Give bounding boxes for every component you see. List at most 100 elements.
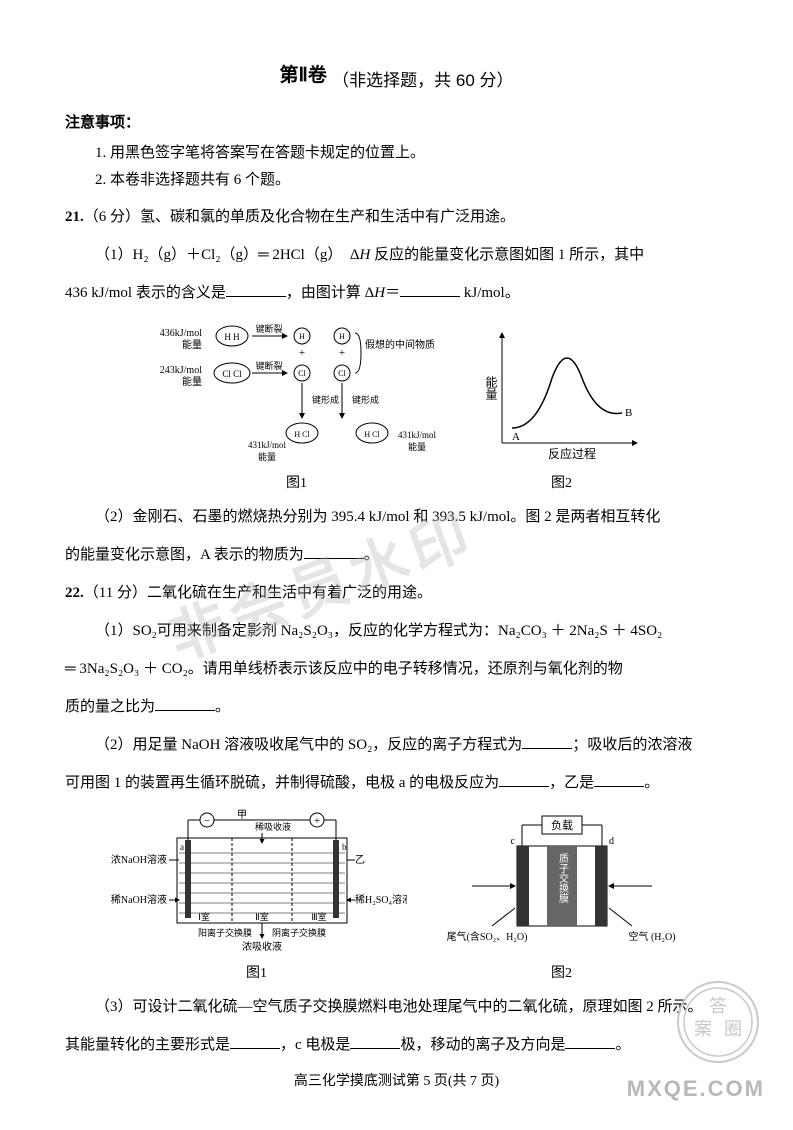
energy-curve: 能量 反应过程 A B xyxy=(477,318,647,468)
q22-p2c: 可用图 1 的装置再生循环脱硫，并制得硫酸，电极 a 的电极反应为，乙是。 xyxy=(65,768,728,798)
svg-text:Ⅱ室: Ⅱ室 xyxy=(255,911,268,922)
q22-p1b: ═ 3Na₂S₂O₃ ＋ CO₂。请用单线桥表示该反应中的电子转移情况，还原剂与… xyxy=(65,654,728,684)
q22-p3: （3）可设计二氧化硫—空气质子交换膜燃料电池处理尾气中的二氧化硫，原理如图 2 … xyxy=(65,992,728,1022)
svg-text:质子交换膜: 质子交换膜 xyxy=(556,853,568,904)
q21-intro: （6 分）氢、碳和氯的单质及化合物在生产和生活中有广泛用途。 xyxy=(84,209,515,225)
q22-fig1: a b − + 甲 稀吸收液 浓NaOH溶液 稀NaOH溶液 乙 xyxy=(107,808,407,982)
q22-p1c: 质的量之比为。 xyxy=(65,692,728,722)
delta-h: H xyxy=(360,247,371,263)
svg-text:436kJ/mol: 436kJ/mol xyxy=(159,328,201,339)
q21-p1: （1）H₂（g）＋Cl₂（g）═ 2HCl（g） ΔH 反应的能量变化示意图如图… xyxy=(65,240,728,270)
svg-text:阴离子交换膜: 阴离子交换膜 xyxy=(271,927,325,938)
svg-text:案: 案 xyxy=(694,1019,712,1039)
q21-fig2: 能量 反应过程 A B 图2 xyxy=(477,318,647,492)
q22-p2a: （2）用足量 NaOH 溶液吸收尾气中的 SO₂，反应的离子方程式为 xyxy=(95,737,522,753)
svg-text:浓NaOH溶液: 浓NaOH溶液 xyxy=(110,853,166,866)
svg-text:能量: 能量 xyxy=(484,375,498,399)
q22-p3e: 。 xyxy=(615,1037,630,1053)
q22-p2c-text: 可用图 1 的装置再生循环脱硫，并制得硫酸，电极 a 的电极反应为 xyxy=(65,775,499,791)
svg-text:Cl: Cl xyxy=(298,369,306,378)
svg-text:键形成: 键形成 xyxy=(352,394,379,405)
svg-text:H Cl: H Cl xyxy=(364,430,380,439)
section-title: 第Ⅱ卷 （非选择题，共 60 分） xyxy=(65,60,728,91)
q22-p2: （2）用足量 NaOH 溶液吸收尾气中的 SO₂，反应的离子方程式为；吸收后的浓… xyxy=(65,730,728,760)
blank xyxy=(400,282,460,297)
q22-p3b-text: 其能量转化的主要形式是 xyxy=(65,1037,230,1053)
q21-p1f: kJ/mol。 xyxy=(460,285,520,301)
q21-p1b: 反应的能量变化示意图如图 1 所示，其中 xyxy=(370,247,644,263)
blank xyxy=(499,772,549,787)
q21-p1a: （1）H₂（g）＋Cl₂（g）═ 2HCl（g） Δ xyxy=(95,247,360,263)
blank xyxy=(565,1034,615,1049)
svg-text:阳离子交换膜: 阳离子交换膜 xyxy=(197,927,251,938)
svg-text:能量: 能量 xyxy=(182,338,202,351)
q22-p3b: 其能量转化的主要形式是，c 电极是极，移动的离子及方向是。 xyxy=(65,1030,728,1060)
notice-item-1: 1. 用黑色签字笔将答案写在答题卡规定的位置上。 xyxy=(65,140,728,167)
q21-p1e: ＝ xyxy=(385,285,400,301)
svg-text:+: + xyxy=(313,815,319,827)
q22-p1a: （1）SO₂可用来制备定影剂 Na₂S₂O₃，反应的化学方程式为：Na₂CO₃ … xyxy=(95,623,662,639)
q21-fig1-caption: 图1 xyxy=(286,472,307,492)
q21-figure-row: H H Cl Cl 436kJ/mol 能量 243kJ/mol 能量 键断裂 … xyxy=(65,318,728,492)
q21-p1c: 436 kJ/mol 表示的含义是 xyxy=(65,285,226,301)
svg-text:a: a xyxy=(180,842,184,852)
fuel-cell: 负载 质子交换膜 c d 尾气(含SO₂、H₂O) 空气 (H₂O) xyxy=(437,808,687,958)
electrolysis-device: a b − + 甲 稀吸收液 浓NaOH溶液 稀NaOH溶液 乙 xyxy=(107,808,407,958)
svg-text:c: c xyxy=(510,836,515,847)
answer-badge-icon: 答 案 圈 xyxy=(673,977,763,1067)
delta-h2: H xyxy=(374,285,385,301)
q21-p1d: ，由图计算 Δ xyxy=(286,285,374,301)
svg-text:稀吸收液: 稀吸收液 xyxy=(255,821,291,832)
q21-num: 21. xyxy=(65,209,84,225)
svg-text:Cl: Cl xyxy=(338,369,346,378)
question-22: 22.（11 分）二氧化硫在生产和生活中有着广泛的用途。 xyxy=(65,578,728,608)
svg-text:431kJ/mol: 431kJ/mol xyxy=(247,440,286,450)
svg-text:浓吸收液: 浓吸收液 xyxy=(242,940,282,953)
svg-text:键断裂: 键断裂 xyxy=(255,323,282,334)
svg-text:答: 答 xyxy=(709,996,727,1016)
svg-text:能量: 能量 xyxy=(257,451,275,462)
svg-text:b: b xyxy=(342,842,347,852)
svg-text:假想的中间物质: 假想的中间物质 xyxy=(365,338,435,351)
q22-figure-row: a b − + 甲 稀吸收液 浓NaOH溶液 稀NaOH溶液 乙 xyxy=(65,808,728,982)
q21-p2-cont: 的能量变化示意图，A 表示的物质为。 xyxy=(65,540,728,570)
q21-p2a: （2）金刚石、石墨的燃烧热分别为 395.4 kJ/mol 和 393.5 kJ… xyxy=(95,509,660,525)
svg-text:+: + xyxy=(298,347,304,359)
q21-p2: （2）金刚石、石墨的燃烧热分别为 395.4 kJ/mol 和 393.5 kJ… xyxy=(65,502,728,532)
svg-text:B: B xyxy=(625,407,632,419)
q21-p1-cont: 436 kJ/mol 表示的含义是 ，由图计算 ΔH＝ kJ/mol。 xyxy=(65,278,728,308)
q22-p1d: 。 xyxy=(215,699,230,715)
blank xyxy=(230,1034,280,1049)
q22-p1: （1）SO₂可用来制备定影剂 Na₂S₂O₃，反应的化学方程式为：Na₂CO₃ … xyxy=(65,616,728,646)
svg-text:稀H₂SO₄溶液: 稀H₂SO₄溶液 xyxy=(355,893,407,906)
blank xyxy=(594,772,644,787)
svg-text:d: d xyxy=(609,836,614,847)
q21-fig1: H H Cl Cl 436kJ/mol 能量 243kJ/mol 能量 键断裂 … xyxy=(147,318,447,492)
svg-text:H Cl: H Cl xyxy=(294,430,310,439)
q22-fig1-caption: 图1 xyxy=(246,962,267,982)
q21-fig2-caption: 图2 xyxy=(551,472,572,492)
svg-text:键形成: 键形成 xyxy=(312,394,339,405)
q21-p2c: 。 xyxy=(364,547,379,563)
q22-fig2-caption: 图2 xyxy=(551,962,572,982)
svg-text:Ⅰ室: Ⅰ室 xyxy=(198,911,210,922)
svg-text:负载: 负载 xyxy=(551,818,573,832)
q22-num: 22. xyxy=(65,585,84,601)
svg-text:稀NaOH溶液: 稀NaOH溶液 xyxy=(110,893,166,906)
q22-intro: （11 分）二氧化硫在生产和生活中有着广泛的用途。 xyxy=(84,585,432,601)
svg-text:Cl Cl: Cl Cl xyxy=(222,369,242,379)
blank xyxy=(304,544,364,559)
notice-item-2: 2. 本卷非选择题共有 6 个题。 xyxy=(65,167,728,194)
svg-text:尾气(含SO₂、H₂O): 尾气(含SO₂、H₂O) xyxy=(446,930,527,943)
q22-fig2: 负载 质子交换膜 c d 尾气(含SO₂、H₂O) 空气 (H₂O) xyxy=(437,808,687,982)
svg-text:A: A xyxy=(512,431,520,443)
notice-header: 注意事项： xyxy=(65,111,728,132)
svg-text:243kJ/mol: 243kJ/mol xyxy=(159,365,201,376)
svg-text:键断裂: 键断裂 xyxy=(255,360,282,371)
q22-p3d: 极，移动的离子及方向是 xyxy=(400,1037,565,1053)
svg-text:H H: H H xyxy=(224,332,240,342)
svg-text:圈: 圈 xyxy=(724,1019,742,1039)
q22-p2d: ，乙是 xyxy=(549,775,594,791)
energy-diagram-1: H H Cl Cl 436kJ/mol 能量 243kJ/mol 能量 键断裂 … xyxy=(147,318,447,468)
svg-text:431kJ/mol: 431kJ/mol xyxy=(397,430,436,440)
